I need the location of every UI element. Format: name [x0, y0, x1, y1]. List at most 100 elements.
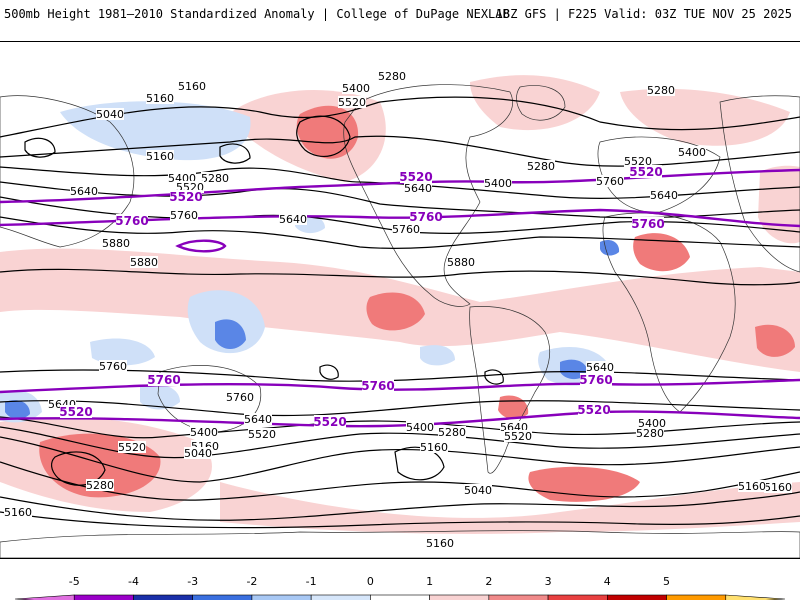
closed-contour [484, 369, 504, 385]
contour-label: 5160 [738, 480, 766, 493]
contour-label: 5040 [184, 447, 212, 460]
contour-label: 5640 [244, 413, 272, 426]
neg-anomaly-region [215, 319, 246, 349]
contour-label: 5880 [102, 237, 130, 250]
south-america-outline [469, 306, 551, 474]
contour-label: 5280 [378, 70, 406, 83]
colorbar-tick-label: 4 [604, 575, 611, 588]
contour-label-background [86, 479, 114, 491]
key-contour-label: 5520 [169, 190, 202, 204]
contour-label: 5640 [279, 213, 307, 226]
colorbar-segment [725, 594, 786, 604]
contour-label: 5160 [4, 506, 32, 519]
contour-label-background [130, 256, 158, 268]
closed-contour [319, 364, 339, 380]
pos-anomaly-region [470, 75, 600, 131]
colorbar-tick-label: 1 [426, 575, 433, 588]
contour-label: 5160 [426, 537, 454, 550]
neg-anomaly-region [140, 384, 180, 410]
closed-contour [296, 115, 351, 158]
contour-label-background [438, 426, 466, 438]
colorbar-segment [547, 594, 608, 604]
closed-contour [394, 446, 445, 481]
contour-line [0, 181, 800, 219]
model-run-info: 18Z GFS | F225 Valid: 03Z TUE NOV 25 202… [495, 7, 792, 21]
colorbar-tick-label: 0 [367, 575, 374, 588]
contour-label-background [624, 155, 652, 167]
contour-label-background [146, 150, 174, 162]
colorbar-tick-label: 5 [663, 575, 670, 588]
colorbar-tick-label: 2 [485, 575, 492, 588]
key-contour-label-background [314, 415, 346, 428]
contour-label-background [170, 209, 198, 221]
colorbar-segment [73, 594, 134, 604]
contour-5520-south [0, 410, 800, 428]
key-contour-label-background [578, 403, 610, 416]
colorbar-tick-label: -1 [306, 575, 317, 588]
greenland-outline [516, 85, 566, 121]
contour-label-background [378, 70, 406, 82]
colorbar-segment [488, 594, 549, 604]
pos-anomaly-region [620, 88, 790, 146]
colorbar-tick-label: -4 [128, 575, 139, 588]
asia-west-outline [0, 95, 135, 248]
neg-anomaly-region [600, 240, 620, 256]
contour-label-background [96, 108, 124, 120]
antarctica-outline [0, 530, 800, 558]
colorbar-segment [666, 594, 727, 604]
contour-line [0, 369, 800, 382]
contour-label: 5160 [146, 92, 174, 105]
contour-line [0, 426, 800, 459]
north-america-outline [343, 84, 513, 307]
pos-anomaly-region [366, 292, 425, 331]
contour-label-background [447, 256, 475, 268]
world-map: 5280 5400 5520 5160 5160 5040 5160 5400 5280 5520… [0, 41, 800, 559]
contour-label: 5400 [406, 421, 434, 434]
contour-label: 5400 [484, 177, 512, 190]
contour-label-background [504, 430, 532, 442]
contour-label-background [738, 480, 766, 492]
colorbar-segment [251, 594, 312, 604]
closed-5760-pacific [175, 239, 227, 253]
contour-label: 5880 [447, 256, 475, 269]
neg-anomaly-region [5, 400, 30, 420]
colorbar-segment [14, 594, 75, 604]
asia-outline [719, 95, 800, 273]
contour-label: 5160 [420, 441, 448, 454]
colorbar-segment [310, 594, 371, 604]
key-contour-label-background [116, 214, 148, 227]
pos-anomaly-region [498, 395, 529, 419]
key-contour-label-background [148, 373, 180, 386]
contour-label: 5280 [86, 479, 114, 492]
contour-label-background [636, 427, 664, 439]
key-contour-label: 5520 [577, 403, 610, 417]
map-title: 500mb Height 1981–2010 Standardized Anom… [4, 7, 510, 21]
contour-label-background [426, 537, 454, 549]
contour-label-background [647, 84, 675, 96]
contour-label: 5640 [650, 189, 678, 202]
contour-label: 5400 [678, 146, 706, 159]
contour-label: 5640 [70, 185, 98, 198]
colorbar-segment [370, 594, 430, 604]
contour-label-background [406, 421, 434, 433]
colorbar-tick-label: -2 [246, 575, 257, 588]
contour-label-background [226, 391, 254, 403]
contour-label-background [404, 182, 432, 194]
contour-label-background [118, 441, 146, 453]
colorbar-tick-label: 3 [545, 575, 552, 588]
contour-label-background [146, 92, 174, 104]
pos-anomaly-region [296, 105, 359, 159]
contour-label-background [764, 481, 792, 493]
contour-label-background [638, 417, 666, 429]
contour-label: 5640 [586, 361, 614, 374]
contour-label: 5040 [464, 484, 492, 497]
key-contour-label-background [362, 379, 394, 392]
contour-label: 5160 [146, 150, 174, 163]
neg-anomaly-region [90, 338, 155, 366]
contour-label: 5160 [764, 481, 792, 494]
contour-label: 5160 [178, 80, 206, 93]
colorbar-segment [429, 594, 490, 604]
pos-anomaly-region [755, 324, 795, 357]
